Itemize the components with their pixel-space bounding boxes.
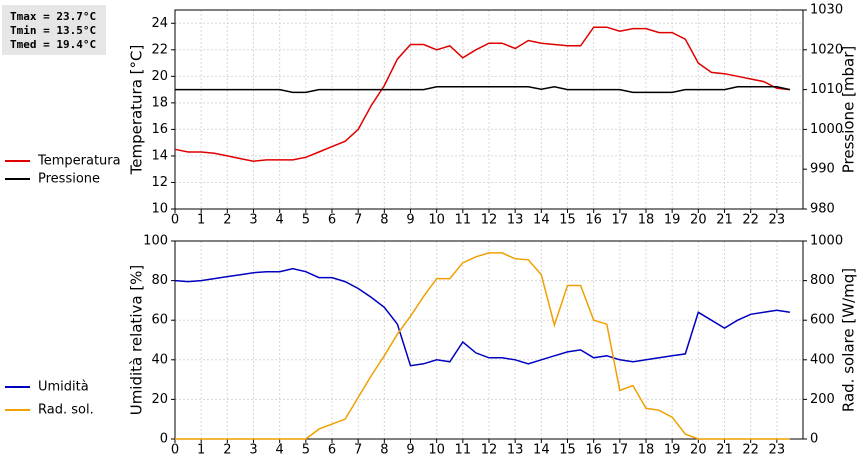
y2-tick-label: 0 [810, 432, 818, 447]
x-tick-label: 2 [223, 213, 231, 228]
stat-tmed: Tmed = 19.4°C [10, 38, 96, 51]
x-tick-label: 7 [354, 443, 362, 458]
series-line [174, 267, 791, 367]
x-tick-label: 13 [507, 213, 524, 228]
x-tick-label: 20 [690, 443, 707, 458]
x-tick-label: 11 [455, 213, 472, 228]
x-tick-label: 1 [197, 443, 205, 458]
x-tick-label: 7 [354, 213, 362, 228]
x-tick-label: 6 [328, 443, 336, 458]
x-tick-label: 10 [428, 443, 445, 458]
y2-tick-label: 800 [810, 273, 835, 288]
y2-axis-title: Rad. solare [W/mq] [840, 268, 858, 412]
stat-tmax: Tmax = 23.7°C [10, 10, 96, 23]
y-tick-label: 16 [151, 122, 168, 137]
y2-tick-label: 1020 [810, 42, 843, 57]
y2-tick-label: 1000 [810, 234, 843, 249]
y-tick-label: 20 [151, 392, 168, 407]
x-tick-label: 15 [559, 213, 576, 228]
x-tick-label: 23 [769, 443, 786, 458]
x-tick-label: 0 [171, 213, 179, 228]
x-tick-label: 21 [716, 213, 733, 228]
x-tick-label: 5 [302, 213, 310, 228]
x-tick-label: 18 [638, 443, 655, 458]
y-axis-title: Umidità relativa [%] [128, 265, 146, 416]
y-tick-label: 60 [151, 313, 168, 328]
y2-tick-label: 200 [810, 392, 835, 407]
y-tick-label: 100 [143, 234, 168, 249]
series-line [174, 26, 790, 162]
y-axis-title: Temperatura [°C] [128, 45, 146, 176]
x-tick-label: 17 [612, 443, 629, 458]
plot-frame [174, 9, 804, 210]
y-tick-label: 0 [160, 432, 168, 447]
y2-tick-label: 1000 [810, 122, 843, 137]
x-tick-label: 15 [559, 443, 576, 458]
x-tick-label: 9 [406, 443, 414, 458]
x-tick-label: 16 [585, 443, 602, 458]
x-tick-label: 8 [380, 443, 388, 458]
y-tick-label: 22 [151, 42, 168, 57]
y-tick-label: 20 [151, 69, 168, 84]
legend-label: Pressione [38, 172, 100, 187]
y2-tick-label: 1030 [810, 3, 843, 18]
y2-axis-title: Pressione [mbar] [840, 46, 858, 174]
y-tick-label: 12 [151, 175, 168, 190]
y2-tick-label: 1010 [810, 82, 843, 97]
legend-label: Temperatura [37, 154, 121, 169]
x-tick-label: 1 [197, 213, 205, 228]
y-tick-label: 10 [151, 202, 168, 217]
stats-box [2, 5, 106, 55]
x-tick-label: 4 [276, 213, 284, 228]
x-tick-label: 3 [249, 213, 257, 228]
x-tick-label: 14 [533, 443, 550, 458]
x-tick-label: 6 [328, 213, 336, 228]
x-tick-label: 8 [380, 213, 388, 228]
y2-tick-label: 400 [810, 352, 835, 367]
x-tick-label: 14 [533, 213, 550, 228]
x-tick-label: 16 [585, 213, 602, 228]
x-tick-label: 18 [638, 213, 655, 228]
legend-label: Umidità [38, 380, 89, 395]
x-tick-label: 10 [428, 213, 445, 228]
x-tick-label: 19 [664, 443, 681, 458]
y-tick-label: 40 [151, 352, 168, 367]
x-tick-label: 11 [455, 443, 472, 458]
y-tick-label: 80 [151, 273, 168, 288]
series-line [175, 86, 791, 94]
x-tick-label: 12 [481, 443, 498, 458]
y2-tick-label: 990 [810, 162, 835, 177]
x-tick-label: 19 [664, 213, 681, 228]
x-tick-label: 22 [742, 443, 759, 458]
y-tick-label: 14 [151, 148, 168, 163]
x-tick-label: 22 [742, 213, 759, 228]
x-tick-label: 17 [612, 213, 629, 228]
x-tick-label: 2 [223, 443, 231, 458]
x-tick-label: 9 [406, 213, 414, 228]
x-tick-label: 4 [276, 443, 284, 458]
x-tick-label: 0 [171, 443, 179, 458]
y2-tick-label: 600 [810, 313, 835, 328]
x-tick-label: 12 [481, 213, 498, 228]
x-tick-label: 3 [249, 443, 257, 458]
y2-tick-label: 980 [810, 202, 835, 217]
x-tick-label: 20 [690, 213, 707, 228]
legend-label: Rad. sol. [38, 403, 94, 418]
y-tick-label: 18 [151, 95, 168, 110]
x-tick-label: 21 [716, 443, 733, 458]
stat-tmin: Tmin = 13.5°C [10, 24, 96, 37]
plot-frame [174, 240, 804, 440]
x-tick-label: 13 [507, 443, 524, 458]
y-tick-label: 24 [151, 16, 168, 31]
x-tick-label: 23 [769, 213, 786, 228]
x-tick-label: 5 [302, 443, 310, 458]
series-line [175, 252, 790, 440]
